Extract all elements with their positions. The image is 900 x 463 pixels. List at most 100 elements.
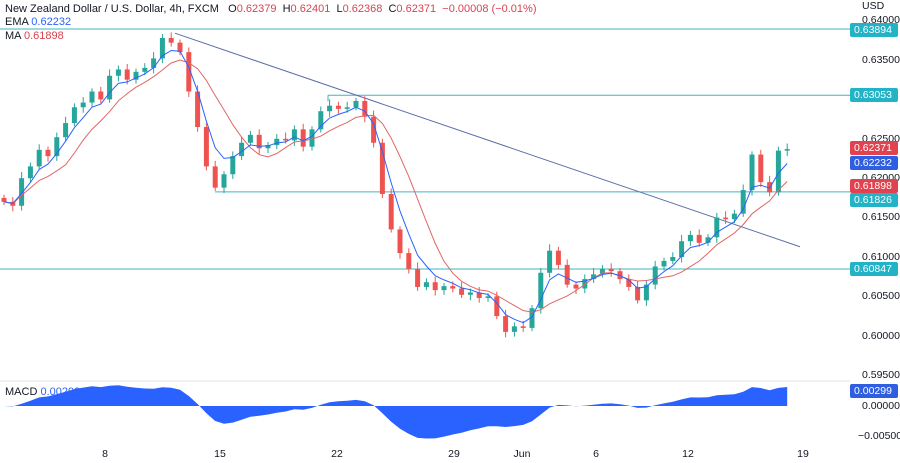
candle-body (283, 138, 289, 141)
currency-label: USD (862, 0, 885, 12)
candle-body (564, 264, 570, 285)
candle-body (247, 134, 253, 143)
candle-body (327, 105, 333, 112)
candle-body (89, 91, 95, 103)
candle-body (547, 250, 553, 273)
candle-body (300, 129, 306, 147)
change-value: −0.00008 (−0.01%) (442, 3, 537, 15)
candle-body (27, 166, 33, 179)
candle-body (714, 217, 720, 238)
symbol-legend: New Zealand Dollar / U.S. Dollar, 4h, FX… (5, 3, 536, 15)
candle-body (784, 149, 790, 151)
last-price-tag: 0.62371 (850, 141, 898, 155)
candle-body (511, 326, 517, 332)
candle-body (494, 296, 500, 317)
macd-area (4, 385, 788, 439)
candle-body (71, 107, 77, 124)
candle-body (687, 234, 693, 242)
candle-body (635, 286, 641, 301)
candle-body (485, 296, 491, 298)
candle-body (679, 241, 685, 257)
level-tag: 0.60847 (850, 262, 898, 276)
close-value: 0.62371 (396, 3, 437, 15)
candle-body (423, 282, 429, 287)
level-tag: 0.63053 (850, 88, 898, 102)
candle-body (467, 292, 473, 295)
candle-body (159, 37, 165, 59)
price-tick: 0.60000 (862, 330, 900, 342)
candle-body (740, 190, 746, 214)
date-tick: Jun (513, 448, 531, 460)
macd-legend[interactable]: MACD 0.00299 (5, 386, 80, 398)
candle-body (115, 69, 121, 76)
level-tag: 0.63894 (850, 23, 898, 37)
candle-body (186, 52, 192, 92)
candle-body (705, 237, 711, 243)
ma-line (3, 59, 788, 313)
candle-body (1, 197, 7, 202)
candle-body (643, 284, 649, 301)
ma-value: 0.61898 (23, 30, 64, 42)
candle-body (450, 286, 456, 289)
date-tick: 19 (797, 448, 809, 460)
candle-body (318, 111, 324, 130)
candle-body (265, 145, 271, 149)
ma-label: MA (5, 30, 21, 42)
level-tag: 0.61826 (850, 193, 898, 207)
candle-body (45, 149, 51, 157)
candle-body (723, 217, 729, 220)
candle-body (344, 107, 350, 109)
low-value: 0.62368 (342, 3, 383, 15)
candle-body (239, 142, 245, 157)
candle-body (98, 91, 104, 100)
candle-body (379, 142, 385, 194)
candle-body (573, 284, 579, 289)
high-label: H (282, 3, 291, 15)
date-tick: 6 (593, 448, 599, 460)
price-tick: 0.63500 (862, 54, 900, 66)
candle-body (203, 126, 209, 167)
trendline[interactable] (174, 32, 801, 248)
candle-body (661, 260, 667, 267)
candle-body (177, 42, 183, 53)
candle-body (362, 100, 368, 117)
candle-body (538, 272, 544, 309)
ema-value: 0.62232 (31, 16, 72, 28)
ema-label: EMA (5, 16, 29, 28)
candle-body (749, 154, 755, 191)
candle-body (555, 250, 561, 265)
ma-legend[interactable]: MA 0.61898 (5, 30, 64, 42)
date-tick: 22 (331, 448, 343, 460)
open-label: O (228, 3, 237, 15)
ema-legend[interactable]: EMA 0.62232 (5, 16, 71, 28)
candle-body (415, 268, 421, 287)
macd-label: MACD (5, 386, 38, 398)
date-tick: 12 (682, 448, 694, 460)
price-tick: 0.61500 (862, 211, 900, 223)
candle-body (731, 213, 737, 220)
candle-body (142, 67, 148, 72)
candle-body (476, 292, 482, 298)
ema-line (3, 49, 788, 324)
low-label: L (336, 3, 343, 15)
candle-body (36, 149, 42, 167)
candle-body (520, 326, 526, 328)
candle-body (212, 166, 218, 188)
candle-body (670, 257, 676, 261)
ma-tag: 0.61898 (850, 179, 898, 193)
macd-tag: 0.00299 (850, 384, 898, 398)
date-tick: 15 (214, 448, 226, 460)
candle-body (168, 37, 174, 43)
open-value: 0.62379 (236, 3, 277, 15)
candle-body (230, 156, 236, 175)
ema-tag: 0.62232 (850, 156, 898, 170)
candle-body (626, 279, 632, 287)
candles (1, 32, 790, 338)
candle-body (432, 282, 438, 291)
candle-body (775, 150, 781, 193)
candle-body (256, 134, 262, 149)
candle-body (441, 286, 447, 291)
candle-body (758, 154, 764, 183)
date-tick: 8 (102, 448, 108, 460)
